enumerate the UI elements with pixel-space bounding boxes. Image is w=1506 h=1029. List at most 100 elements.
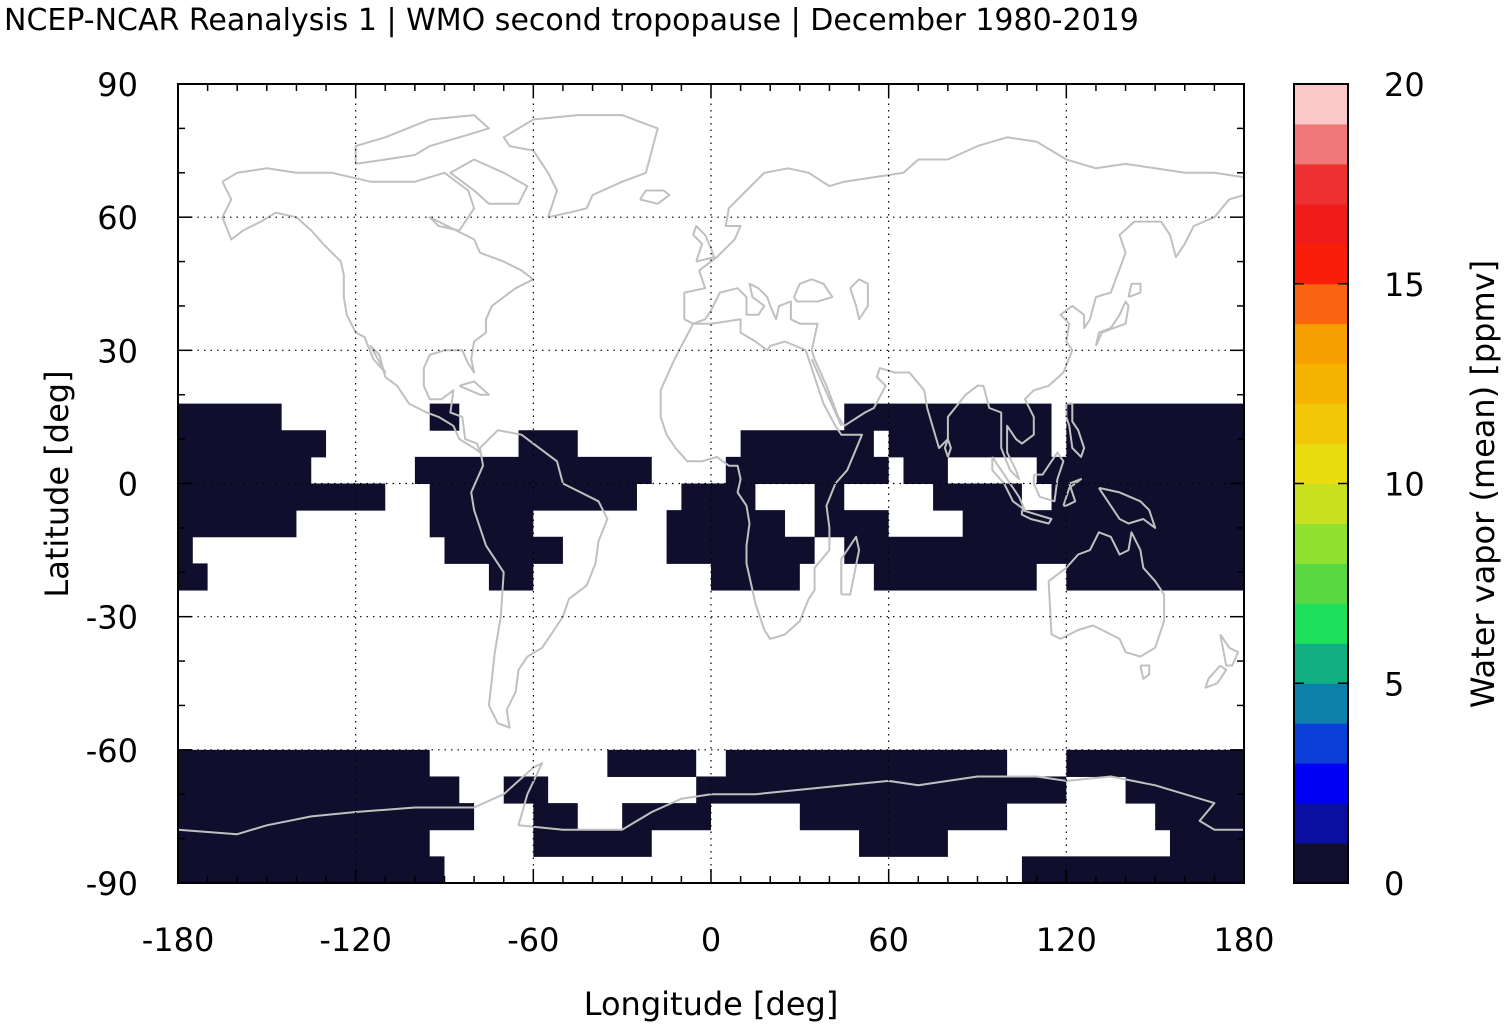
colorbar-swatch [1294, 84, 1348, 125]
coastline [449, 158, 529, 205]
data-cell-block [178, 776, 460, 804]
data-cell-block [844, 536, 1244, 564]
x-tick-label: -60 [507, 921, 559, 959]
x-tick-label: -180 [142, 921, 215, 959]
data-cell-block [933, 483, 1022, 511]
data-cell-block [962, 510, 1244, 538]
colorbar-swatch [1294, 483, 1348, 524]
data-cell-block [814, 510, 889, 538]
map-title: NCEP-NCAR Reanalysis 1 | WMO second trop… [4, 3, 1139, 38]
coastline [1098, 486, 1157, 529]
data-cell-block [725, 456, 889, 484]
colorbar-swatch [1294, 683, 1348, 724]
data-cell-block [666, 536, 815, 564]
data-cell-block [607, 749, 697, 777]
coastlines [177, 114, 1245, 836]
data-cell-block [178, 536, 193, 564]
coastline [1047, 531, 1166, 658]
x-tick-label: 120 [1036, 921, 1097, 959]
x-tick-label: 180 [1213, 921, 1274, 959]
colorbar-swatch [1294, 563, 1348, 604]
data-cell-block [903, 456, 948, 484]
colorbar-swatch [1294, 643, 1348, 684]
colorbar-swatch [1294, 523, 1348, 564]
coastline [792, 278, 834, 303]
data-cell-block [873, 563, 1037, 591]
coastline [849, 278, 869, 321]
coastline [1094, 300, 1130, 347]
coastline [1065, 402, 1086, 458]
coastline [1139, 664, 1151, 680]
data-cell-block [1021, 856, 1244, 884]
data-cell-block [1066, 430, 1244, 458]
coastline [639, 189, 671, 205]
colorbar-swatch [1294, 203, 1348, 245]
data-cell-block [711, 563, 800, 591]
y-axis-label: Latitude [deg] [38, 370, 76, 597]
x-tick-label: -120 [319, 921, 392, 959]
data-cell-block [1036, 456, 1244, 484]
coastline [692, 225, 715, 263]
coastline [502, 114, 659, 219]
data-cell-block [444, 536, 563, 564]
data-cell-block [1169, 829, 1244, 857]
colorbar-swatch [1294, 443, 1348, 484]
coastline [943, 438, 952, 458]
coastline [354, 114, 490, 165]
colorbar-swatch [1294, 803, 1348, 844]
data-cell-block [666, 510, 786, 538]
data-cell-block [533, 803, 578, 831]
coastline [840, 535, 861, 596]
colorbar-tick-label: 5 [1384, 665, 1404, 703]
data-cell-block [414, 456, 652, 484]
data-cell-block [178, 483, 386, 511]
data-cell-block [518, 430, 578, 458]
data-cell-block [1066, 563, 1244, 591]
data-cell-block [178, 456, 312, 484]
colorbar-swatch [1294, 723, 1348, 764]
coastline [1127, 282, 1142, 299]
y-tick-label: -30 [86, 599, 138, 637]
axis-ticks [177, 83, 1245, 884]
coastline [1020, 509, 1053, 525]
data-cell-block [799, 803, 1008, 831]
y-tick-labels: 90 60 30 0 -30 -60 -90 [86, 66, 138, 903]
coastline [458, 380, 490, 396]
data-cell-block [725, 749, 1008, 777]
colorbar-swatch [1294, 363, 1348, 405]
coastline [470, 429, 609, 729]
colorbar-tick-labels: 0 5 10 15 20 [1384, 66, 1425, 903]
gridlines [178, 84, 1244, 883]
data-cell-block [1155, 803, 1244, 831]
colorbar-swatch [1294, 403, 1348, 445]
data-cell-block [178, 829, 430, 857]
y-tick-label: 90 [97, 66, 138, 104]
colorbar-swatch [1294, 763, 1348, 804]
data-cell-block [888, 430, 1052, 458]
data-cell-block [533, 829, 652, 857]
coastline [1204, 664, 1228, 689]
data-cells [178, 403, 1244, 884]
coastline [221, 167, 535, 454]
coastline [1219, 633, 1240, 667]
colorbar-swatch [1294, 323, 1348, 365]
x-tick-label: 0 [701, 921, 721, 959]
y-tick-label: 30 [97, 332, 138, 370]
y-tick-label: 0 [118, 466, 138, 504]
x-tick-label: 60 [868, 921, 909, 959]
coastline [683, 136, 1245, 320]
data-cell-block [178, 510, 297, 538]
colorbar-swatch [1294, 163, 1348, 205]
data-cell-block [859, 829, 948, 857]
coastline [659, 318, 863, 640]
coastline [1032, 451, 1065, 503]
data-cell-block [1066, 749, 1244, 777]
colorbar-swatch [1294, 283, 1348, 325]
data-cell-block [178, 856, 445, 884]
data-cell-block [1125, 776, 1244, 804]
colorbar-swatch [1294, 603, 1348, 644]
colorbar-tick-label: 10 [1384, 466, 1425, 504]
coastline [810, 358, 843, 427]
data-cell-block [488, 563, 534, 591]
data-cell-block [1051, 483, 1244, 511]
